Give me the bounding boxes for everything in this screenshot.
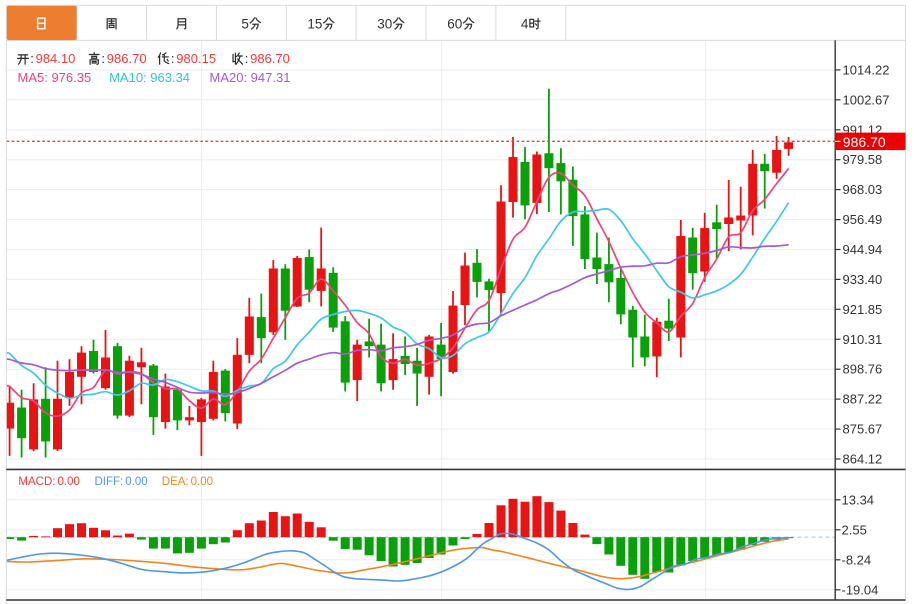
svg-text:DIFF:0.00: DIFF: 0.00 bbox=[95, 476, 148, 488]
svg-text:910.31: 910.31 bbox=[843, 332, 883, 347]
svg-text:984.10: 984.10 bbox=[36, 51, 76, 66]
svg-text:-19.04: -19.04 bbox=[842, 582, 879, 597]
svg-text::: : bbox=[245, 51, 249, 66]
svg-text:MA20: 947.31: MA20: 947.31 bbox=[210, 70, 291, 85]
svg-text:2.55: 2.55 bbox=[842, 522, 867, 537]
svg-text:986.70: 986.70 bbox=[250, 51, 290, 66]
svg-text:944.94: 944.94 bbox=[843, 242, 883, 257]
svg-text:MA10: 963.34: MA10: 963.34 bbox=[109, 70, 190, 85]
svg-text::: : bbox=[101, 51, 105, 66]
svg-text::: : bbox=[171, 51, 175, 66]
svg-text:898.76: 898.76 bbox=[843, 362, 883, 377]
svg-text:60: 60 bbox=[447, 17, 462, 32]
svg-text:15: 15 bbox=[307, 17, 322, 32]
svg-text::: : bbox=[30, 51, 34, 66]
svg-text:956.49: 956.49 bbox=[843, 212, 883, 227]
svg-text:887.22: 887.22 bbox=[843, 392, 883, 407]
svg-text:-8.24: -8.24 bbox=[842, 552, 872, 567]
svg-text:1014.22: 1014.22 bbox=[843, 62, 890, 77]
svg-text:13.34: 13.34 bbox=[842, 492, 875, 507]
svg-text:968.03: 968.03 bbox=[843, 182, 883, 197]
svg-text:DEA:0.00: DEA: 0.00 bbox=[162, 476, 213, 488]
svg-text:980.15: 980.15 bbox=[176, 51, 216, 66]
svg-text:986.70: 986.70 bbox=[107, 51, 147, 66]
svg-text:1002.67: 1002.67 bbox=[843, 92, 890, 107]
svg-text:875.67: 875.67 bbox=[843, 422, 883, 437]
svg-text:979.58: 979.58 bbox=[843, 152, 883, 167]
svg-text:MA5: 976.35: MA5: 976.35 bbox=[18, 70, 92, 85]
svg-text:921.85: 921.85 bbox=[843, 302, 883, 317]
svg-text:986.70: 986.70 bbox=[843, 134, 886, 150]
svg-text:MACD:0.00: MACD: 0.00 bbox=[18, 476, 79, 488]
svg-text:864.12: 864.12 bbox=[843, 452, 883, 467]
svg-text:4: 4 bbox=[521, 17, 529, 32]
svg-text:30: 30 bbox=[377, 17, 392, 32]
svg-text:5: 5 bbox=[241, 17, 249, 32]
svg-text:933.40: 933.40 bbox=[843, 272, 883, 287]
